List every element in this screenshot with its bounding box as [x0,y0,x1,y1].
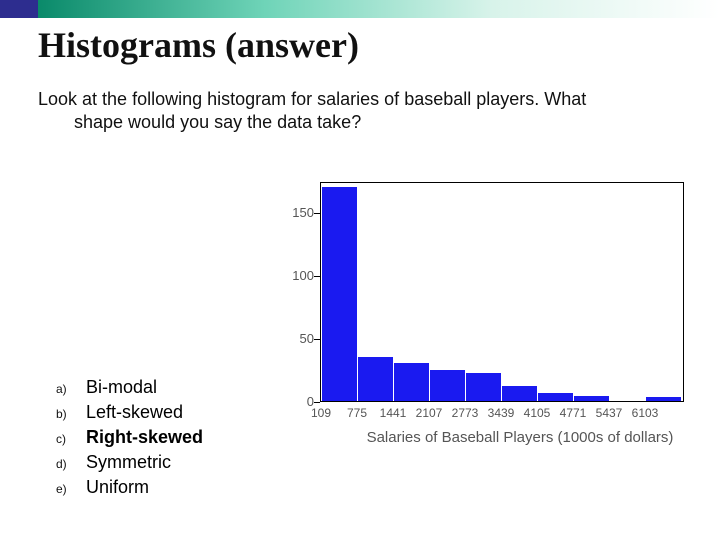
histogram-bar [646,397,681,401]
option-row: c)Right-skewed [56,427,203,448]
x-tick-label: 775 [347,406,367,420]
plot-area [320,182,684,402]
option-letter: d) [56,457,86,471]
x-tick-label: 2773 [452,406,479,420]
prompt-line-2: shape would you say the data take? [38,111,682,134]
x-tick-label: 5437 [596,406,623,420]
option-letter: e) [56,482,86,496]
slide-title: Histograms (answer) [38,24,720,66]
histogram-bar [574,396,609,401]
option-text: Bi-modal [86,377,157,398]
option-row: e)Uniform [56,477,203,498]
histogram-bar [430,370,465,401]
histogram-bar [358,357,393,401]
x-tick-label: 2107 [416,406,443,420]
option-letter: a) [56,382,86,396]
x-tick-label: 109 [311,406,331,420]
option-letter: c) [56,432,86,446]
option-text: Right-skewed [86,427,203,448]
y-tick [314,402,320,403]
histogram-bar [538,393,573,401]
header-accent-left [0,0,38,18]
option-row: d)Symmetric [56,452,203,473]
histogram-bar [394,363,429,401]
x-tick-label: 1441 [380,406,407,420]
option-row: a)Bi-modal [56,377,203,398]
y-tick-label: 100 [268,268,314,283]
x-tick-label: 4105 [524,406,551,420]
x-tick-label: 6103 [632,406,659,420]
prompt-line-1: Look at the following histogram for sala… [38,89,586,109]
histogram-bar [322,187,357,401]
option-text: Left-skewed [86,402,183,423]
histogram-bar [502,386,537,401]
y-tick-label: 50 [268,331,314,346]
y-tick [314,339,320,340]
option-text: Symmetric [86,452,171,473]
histogram-bar [466,373,501,401]
option-letter: b) [56,407,86,421]
y-tick-label: 150 [268,205,314,220]
option-text: Uniform [86,477,149,498]
x-tick-label: 3439 [488,406,515,420]
y-tick [314,213,320,214]
x-tick-label: 4771 [560,406,587,420]
header-gradient [38,0,720,18]
x-axis-caption: Salaries of Baseball Players (1000s of d… [340,429,700,446]
answer-options: a)Bi-modalb)Left-skewedc)Right-skewedd)S… [56,377,203,502]
y-tick-label: 0 [268,394,314,409]
question-prompt: Look at the following histogram for sala… [38,88,682,133]
y-tick [314,276,320,277]
salary-histogram: 0 50 100 150 109 775 1441 2107 2773 3439 4105 4771 5… [268,176,700,446]
option-row: b)Left-skewed [56,402,203,423]
header-bar [0,0,720,18]
